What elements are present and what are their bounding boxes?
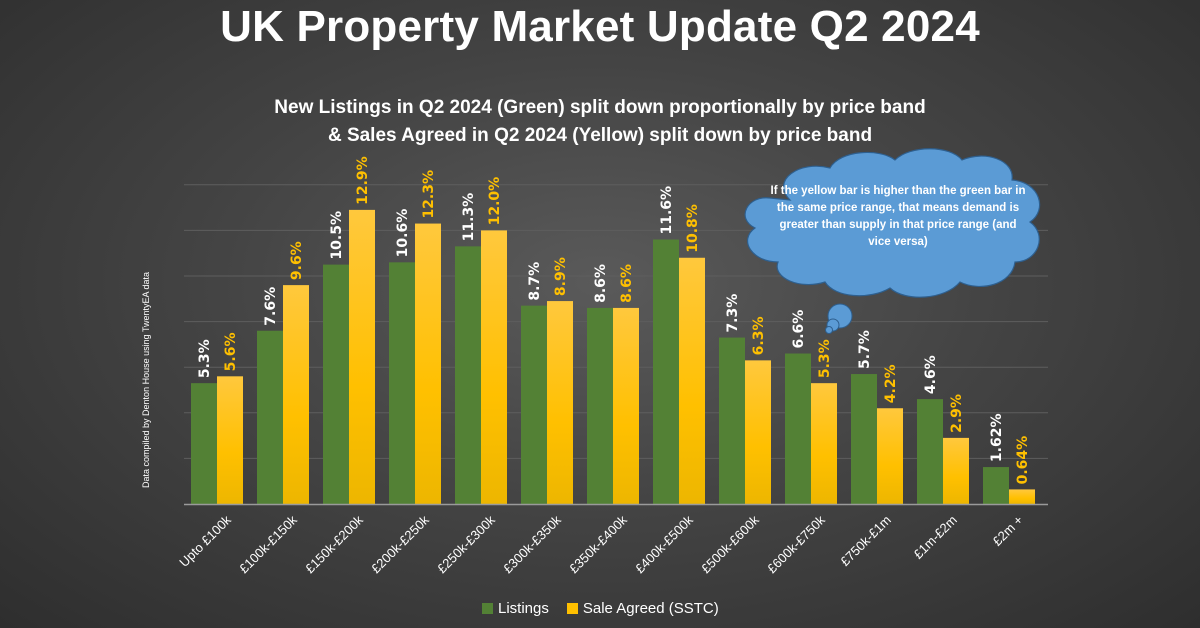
data-label-listings: 7.6% [263,287,279,326]
bar-sale-agreed [283,285,309,504]
data-label-listings: 7.3% [725,294,741,333]
annotation-text: If the yellow bar is higher than the gre… [770,185,1026,248]
bar-sale-agreed [547,301,573,504]
legend-item-sale-agreed: Sale Agreed (SSTC) [566,600,719,617]
x-tick-label: £300k-£350k [500,512,564,576]
x-tick-label: £400k-£500k [632,512,696,576]
data-label-sale-agreed: 2.9% [949,394,965,433]
data-label-listings: 11.3% [461,193,477,242]
data-label-sale-agreed: 8.6% [619,264,635,303]
data-label-listings: 10.6% [395,209,411,258]
x-tick-label: £2m + [989,512,1025,548]
chart-subtitle: New Listings in Q2 2024 (Green) split do… [0,94,1200,150]
data-labels: 5.3% 5.6% 7.6% 9.6% 10.5% 12.9% 10.6% 12.3% 11.3… [197,156,1031,484]
bar-sale-agreed [943,437,969,504]
legend-label-sale-agreed: Sale Agreed (SSTC) [582,600,719,617]
subtitle-line-2: & Sales Agreed in Q2 2024 (Yellow) split… [327,125,873,146]
bar-listings [785,353,811,504]
data-label-listings: 6.6% [791,310,807,349]
x-tick-label: £100k-£150k [236,512,300,576]
subtitle-line-1: New Listings in Q2 2024 (Green) split do… [274,97,926,118]
bar-sale-agreed [481,230,507,504]
data-label-listings: 5.3% [197,339,213,378]
cloud-tail-bubble-3 [825,326,833,334]
bar-listings [455,246,481,505]
bar-listings [521,305,547,504]
data-label-listings: 1.62% [989,413,1005,462]
bar-sale-agreed [745,360,771,504]
legend-label-listings: Listings [498,600,549,617]
bar-sale-agreed [613,307,639,504]
data-label-sale-agreed: 12.3% [421,170,437,219]
data-label-listings: 10.5% [329,211,345,260]
data-label-listings: 4.6% [923,355,939,394]
x-tick-label: £200k-£250k [368,512,432,576]
x-tick-label: £350k-£400k [566,512,630,576]
x-tick-label: £750k-£1m [837,512,894,569]
x-axis-labels: Upto £100k £100k-£150k £150k-£200k £200k-£2… [176,512,1026,576]
bars [191,209,1035,505]
bar-sale-agreed [415,223,441,504]
x-tick-label: £250k-£300k [434,512,498,576]
data-label-sale-agreed: 0.64% [1015,436,1031,485]
data-label-sale-agreed: 5.3% [817,339,833,378]
data-label-sale-agreed: 12.9% [355,156,371,205]
x-tick-label: Upto £100k [176,512,234,570]
bar-listings [653,239,679,504]
legend-item-listings: Listings [482,600,549,617]
thought-cloud [744,148,1041,334]
data-label-sale-agreed: 6.3% [751,317,767,356]
bar-sale-agreed [811,383,837,504]
x-tick-label: £500k-£600k [698,512,762,576]
bar-listings [719,337,745,504]
bar-listings [257,330,283,504]
data-label-sale-agreed: 4.2% [883,364,899,403]
bar-listings [851,374,877,504]
data-credit: Data compiled by Denton House using Twen… [141,272,151,488]
page-title: UK Property Market Update Q2 2024 [220,2,980,51]
legend: Listings Sale Agreed (SSTC) [482,600,719,617]
bar-listings [191,383,217,504]
x-tick-label: £150k-£200k [302,512,366,576]
bar-sale-agreed [877,408,903,504]
data-label-sale-agreed: 10.8% [685,204,701,253]
bar-listings [587,307,613,504]
data-label-listings: 8.6% [593,264,609,303]
bar-sale-agreed [217,376,243,504]
data-label-sale-agreed: 12.0% [487,177,503,226]
data-label-sale-agreed: 9.6% [289,241,305,280]
bar-listings [983,467,1009,504]
bar-listings [917,399,943,504]
data-label-listings: 8.7% [527,262,543,301]
data-label-sale-agreed: 5.6% [223,332,239,371]
bar-listings [389,262,415,504]
x-tick-label: £600k-£750k [764,512,828,576]
bar-listings [323,264,349,504]
bar-sale-agreed [349,209,375,504]
data-label-listings: 5.7% [857,330,873,369]
legend-swatch-sale-agreed [566,603,578,614]
legend-swatch-listings [482,603,493,614]
bar-sale-agreed [679,257,705,504]
data-label-sale-agreed: 8.9% [553,257,569,296]
cloud-shape [744,148,1041,298]
x-tick-label: £1m-£2m [910,512,959,561]
data-label-listings: 11.6% [659,186,675,235]
bar-sale-agreed [1009,489,1035,504]
